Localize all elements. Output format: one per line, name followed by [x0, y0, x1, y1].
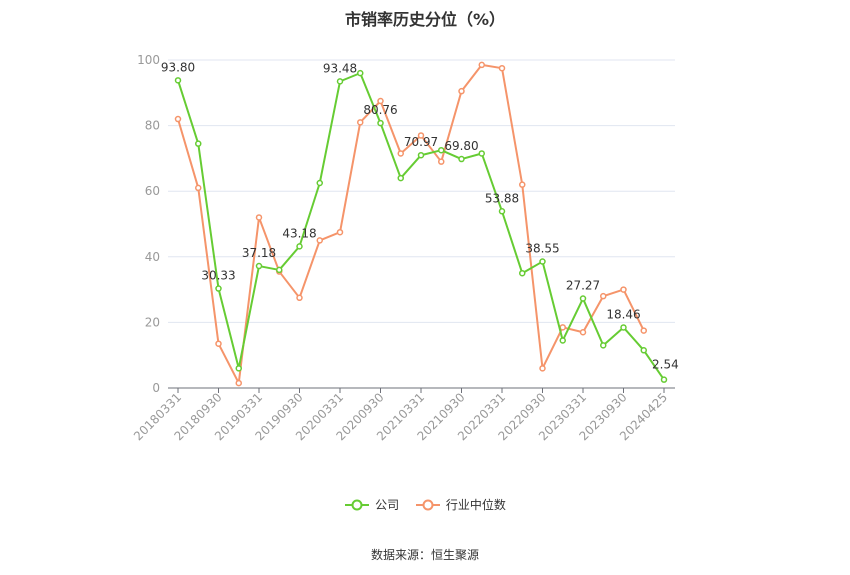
company-data-point — [397, 174, 404, 182]
y-tick-label: 60 — [145, 184, 160, 198]
data-label: 69.80 — [444, 139, 478, 153]
company-data-point — [255, 262, 263, 270]
industry-data-point — [458, 87, 465, 95]
company-data-point — [276, 266, 283, 274]
company-data-point — [640, 347, 647, 354]
y-tick-label: 40 — [145, 250, 160, 264]
legend-company-label: 公司 — [375, 498, 400, 512]
y-tick-label: 20 — [145, 315, 160, 329]
company-data-point — [600, 342, 607, 349]
industry-data-point — [600, 292, 607, 300]
industry-data-point — [498, 64, 506, 72]
industry-data-point — [539, 365, 546, 372]
industry-data-point — [255, 214, 263, 221]
industry-data-point — [316, 237, 323, 244]
data-label: 38.55 — [525, 242, 559, 256]
company-data-point — [316, 179, 323, 187]
company-data-point — [235, 365, 242, 372]
industry-data-point — [620, 286, 627, 293]
y-tick-label: 100 — [137, 53, 160, 67]
company-data-point — [377, 119, 384, 127]
legend-industry-label: 行业中位数 — [445, 498, 506, 512]
industry-data-point — [559, 324, 566, 331]
industry-data-point — [519, 181, 526, 188]
data-label: 43.18 — [282, 226, 316, 240]
y-tick-label: 80 — [145, 119, 160, 133]
company-data-point — [195, 140, 202, 147]
data-label: 37.18 — [242, 246, 276, 260]
company-data-point — [660, 376, 668, 383]
data-label: 30.33 — [201, 269, 235, 283]
industry-data-point — [296, 294, 303, 302]
company-data-point — [336, 78, 344, 85]
industry-data-point — [377, 97, 384, 105]
legend-item-industry[interactable]: 行业中位数 — [415, 496, 506, 513]
company-data-point — [417, 151, 425, 159]
industry-data-point — [579, 328, 587, 336]
industry-data-point — [438, 158, 445, 165]
industry-data-point — [235, 379, 242, 387]
data-label: 80.76 — [363, 103, 397, 117]
industry-data-point — [195, 184, 202, 192]
company-data-point — [519, 269, 526, 277]
company-data-point — [498, 208, 506, 215]
company-data-point — [620, 324, 627, 331]
company-data-point — [296, 243, 303, 250]
data-label: 53.88 — [485, 191, 519, 205]
company-data-point — [357, 69, 364, 77]
industry-data-point — [357, 119, 364, 126]
data-source: 数据来源：恒生聚源 — [370, 548, 479, 562]
chart-title: 市销率历史分位（%） — [344, 10, 506, 29]
company-series-line — [177, 72, 665, 381]
company-data-point — [458, 155, 465, 163]
industry-data-point — [478, 61, 485, 69]
legend-industry-icon — [415, 499, 440, 510]
legend-item-company[interactable]: 公司 — [344, 496, 399, 513]
data-label: 70.97 — [404, 135, 438, 149]
data-label: 2.54 — [652, 358, 679, 372]
company-data-point — [174, 77, 182, 84]
industry-data-point — [174, 115, 182, 123]
company-data-point — [438, 146, 445, 154]
industry-data-point — [336, 228, 344, 236]
company-data-point — [559, 337, 566, 344]
company-data-point — [215, 285, 222, 292]
industry-data-point — [417, 132, 425, 139]
industry-data-point — [397, 150, 404, 157]
data-label: 93.48 — [323, 61, 357, 75]
company-data-point — [478, 150, 485, 157]
company-data-point — [539, 258, 546, 265]
company-data-point — [579, 295, 587, 302]
legend-company-icon — [345, 499, 370, 510]
industry-series-line — [177, 63, 645, 385]
legend: 公司 行业中位数 — [0, 496, 850, 515]
data-label: 27.27 — [566, 279, 600, 293]
y-tick-label: 0 — [152, 381, 160, 395]
data-label: 93.80 — [161, 60, 195, 74]
data-label: 18.46 — [606, 307, 640, 321]
industry-data-point — [215, 340, 222, 347]
line-chart: 0204060801002018033120180930201903312019… — [131, 53, 679, 443]
industry-data-point — [640, 327, 647, 334]
